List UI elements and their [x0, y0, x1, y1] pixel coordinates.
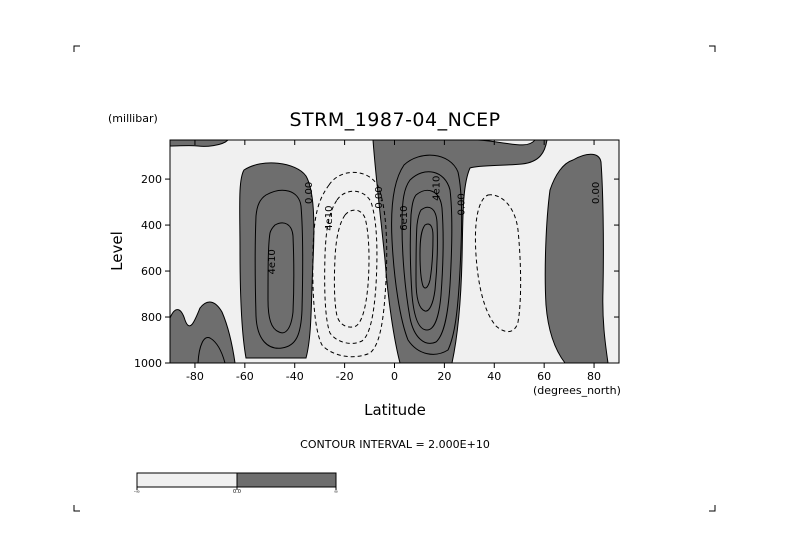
chart-title: STRM_1987-04_NCEP: [289, 109, 500, 131]
contour-equatorial-5: [415, 206, 438, 312]
contour-southern-2: [254, 189, 304, 349]
y-tick-label: 600: [141, 265, 162, 278]
contour-equatorial-2: [391, 154, 463, 355]
positive-contours: [197, 154, 463, 364]
contour-label: 0.00: [591, 182, 602, 204]
contour-equatorial-4: [409, 189, 444, 331]
positive-regions: [169, 139, 609, 364]
y-axis: 200 400 600 800 1000: [134, 173, 619, 370]
contour-label: 6e10: [399, 206, 410, 231]
contour-southern-3: [267, 222, 295, 334]
y-tick-label: 1000: [134, 357, 162, 370]
x-axis-title: Latitude: [364, 401, 426, 419]
contour-neg-northern-1: [474, 194, 522, 332]
x-tick-label: 60: [537, 370, 551, 383]
colorbar-negative-swatch: [136, 472, 238, 488]
contour-neg-southern-2: [324, 190, 378, 344]
x-tick-label: -60: [236, 370, 254, 383]
positive-region-southern-cell: [239, 162, 315, 359]
x-axis: -80 -60 -40 -20 0 20 40 60 80: [186, 140, 601, 383]
contour-neg-southern-3: [333, 209, 370, 328]
colorbar-positive-swatch: [236, 472, 337, 488]
negative-contours: [312, 171, 522, 358]
contour-label: 0.00: [456, 193, 467, 215]
x-tick-label: 40: [487, 370, 501, 383]
contour-neg-southern-1: [312, 171, 388, 358]
x-tick-label: 20: [437, 370, 451, 383]
contour-equatorial-3: [401, 171, 453, 344]
contour-equatorial-6: [419, 223, 434, 289]
contour-interval-text: CONTOUR INTERVAL = 2.000E+10: [300, 438, 490, 451]
colorbar: -∞ 0.0 ∞: [134, 472, 338, 495]
x-tick-label: 80: [587, 370, 601, 383]
positive-region-equatorial-cell: [372, 139, 548, 364]
x-tick-label: 0: [391, 370, 398, 383]
x-tick-label: -40: [286, 370, 304, 383]
y-unit-label: (millibar): [108, 112, 158, 125]
contour-label: 4e10: [431, 176, 442, 201]
x-tick-label: -80: [186, 370, 204, 383]
colorbar-label-right: ∞: [334, 489, 338, 495]
x-unit-label: (degrees_north): [533, 384, 621, 397]
contour-labels: 4e10 0.00 4e10 0.00 6e10 4e10 0.00 0.00: [267, 176, 602, 275]
y-tick-label: 800: [141, 311, 162, 324]
contour-label: 0.00: [304, 182, 315, 204]
positive-region-ne-top: [169, 139, 230, 147]
contour-label: 4e10: [267, 249, 278, 274]
plot-area: 4e10 0.00 4e10 0.00 6e10 4e10 0.00 0.00: [169, 139, 620, 364]
y-tick-label: 200: [141, 173, 162, 186]
colorbar-label-left: -∞: [134, 489, 140, 495]
y-tick-label: 400: [141, 219, 162, 232]
contour-label: 4e10: [324, 206, 335, 231]
y-axis-title: Level: [108, 231, 126, 271]
corner-marks: [73, 45, 716, 512]
x-tick-label: -20: [336, 370, 354, 383]
colorbar-label-mid: 0.0: [233, 489, 241, 495]
contour-label: 0.00: [374, 186, 385, 208]
contour-polar-2: [197, 336, 226, 364]
